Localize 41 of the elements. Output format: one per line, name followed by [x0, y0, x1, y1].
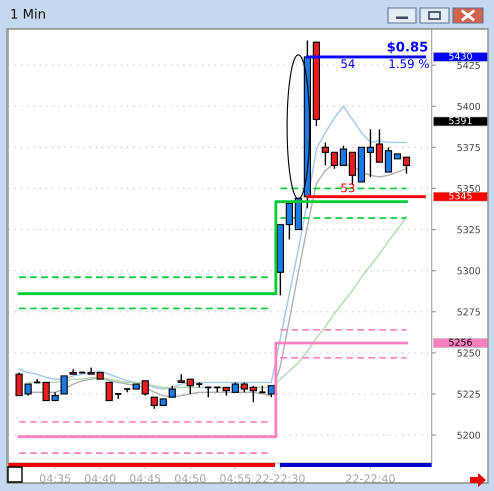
y-tick-label: 5375 — [457, 144, 480, 152]
chart-title: 1 Min — [11, 8, 45, 19]
annotation: 53 — [341, 183, 354, 192]
candlestick — [204, 386, 212, 398]
candlestick — [168, 385, 176, 398]
y-tick-label: 5325 — [457, 226, 480, 234]
y-tick-label: 5275 — [457, 308, 480, 316]
candlestick — [60, 375, 68, 395]
candlestick — [376, 128, 384, 163]
text: 5345 — [449, 192, 472, 200]
candlestick — [366, 128, 374, 178]
y-tick-label: 5350 — [457, 185, 480, 192]
annotation: 54 — [341, 59, 355, 68]
candlestick — [106, 382, 113, 402]
x-tick-label: 04:50 — [174, 474, 206, 483]
candlestick — [384, 146, 392, 173]
annotation: $0.85 — [388, 41, 428, 54]
candlestick — [322, 142, 330, 166]
x-tick-label: 04:45 — [130, 474, 160, 483]
line-series — [18, 106, 408, 390]
y-tick-label: 5300 — [457, 267, 480, 274]
y-tick-label: 5425 — [457, 62, 480, 69]
candlestick — [340, 145, 348, 166]
candlestick — [268, 385, 275, 398]
x-tick-label: 22-22:40 — [346, 474, 395, 483]
x-tick-label: 04:55 — [220, 474, 250, 483]
candlestick — [24, 383, 32, 396]
text: 5391 — [449, 117, 472, 124]
y-tick-label: 5225 — [457, 390, 480, 398]
x-tick-label: 04:35 — [40, 474, 70, 483]
candlestick — [15, 372, 23, 396]
x-tick-label: 04:40 — [84, 474, 116, 483]
candlestick — [402, 156, 410, 174]
y-tick-label: 5200 — [457, 432, 480, 439]
annotation: 1.59 % — [390, 59, 429, 68]
x-tick-label: 22-22:30 — [256, 474, 305, 483]
y-tick-label: 5400 — [457, 102, 480, 110]
y-tick-label: 5250 — [457, 349, 480, 357]
candlestick — [330, 152, 338, 170]
text: 5430 — [449, 52, 472, 60]
text: 5256 — [449, 338, 472, 346]
